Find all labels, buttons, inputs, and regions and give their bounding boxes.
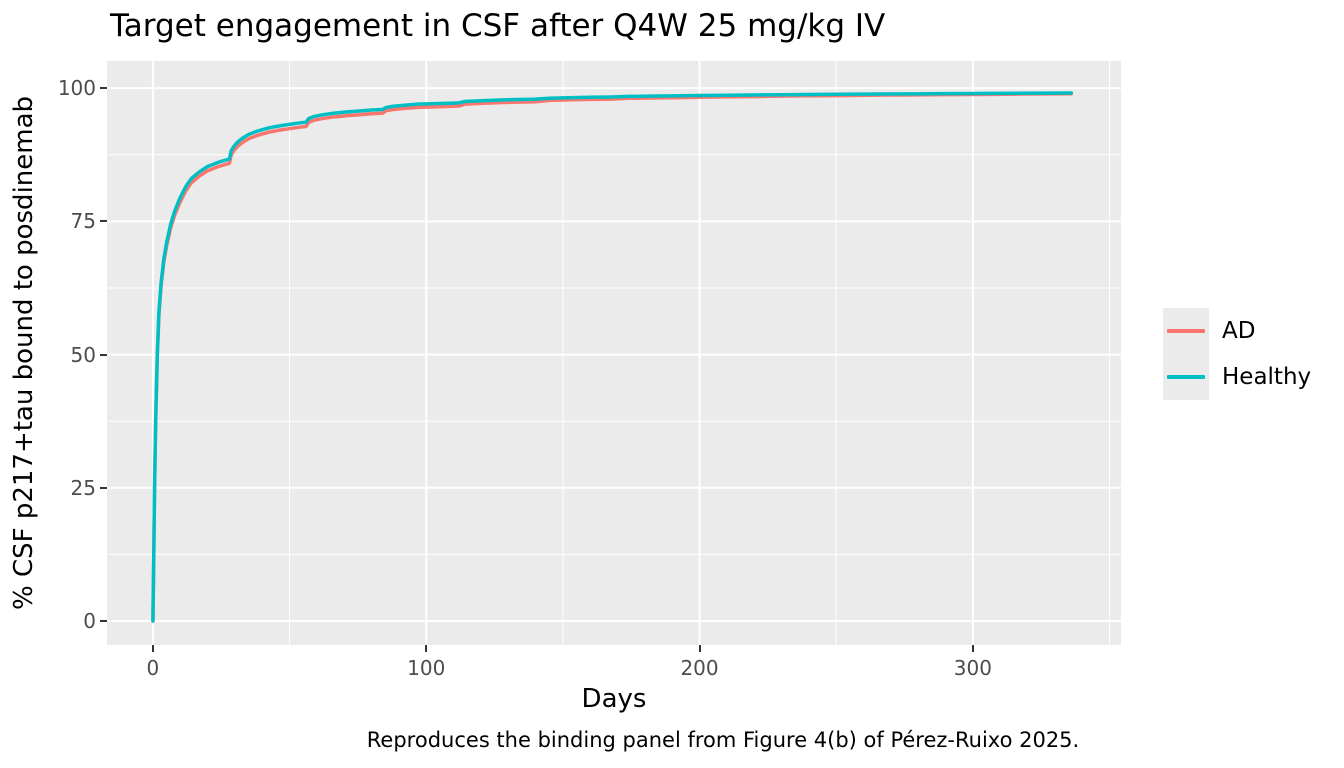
x-tick-label: 0 xyxy=(146,656,160,680)
y-axis-title: % CSF p217+tau bound to posdinemab xyxy=(9,95,39,611)
series-line-healthy xyxy=(151,91,1074,623)
x-tick-label: 300 xyxy=(953,656,992,680)
legend-item-ad: AD xyxy=(1163,308,1311,354)
plot-canvas xyxy=(107,61,1121,645)
y-tick-label: 50 xyxy=(70,342,96,367)
y-tick-label: 100 xyxy=(57,76,96,101)
x-tick-mark xyxy=(151,645,154,652)
y-tick-mark xyxy=(100,87,107,90)
x-tick-label: 100 xyxy=(407,656,446,680)
legend-key-healthy xyxy=(1163,354,1209,400)
series-line-ad xyxy=(151,92,1074,623)
figure-caption: Reproduces the binding panel from Figure… xyxy=(366,728,1080,752)
y-tick-label: 25 xyxy=(70,475,96,500)
legend-label-healthy: Healthy xyxy=(1222,364,1312,390)
x-tick-mark xyxy=(425,645,428,652)
legend: AD Healthy xyxy=(1163,308,1311,400)
healthy-line-swatch xyxy=(1167,375,1205,379)
y-tick-label: 75 xyxy=(70,209,96,234)
legend-item-healthy: Healthy xyxy=(1163,354,1311,400)
x-tick-mark xyxy=(698,645,701,652)
y-tick-mark xyxy=(100,486,107,489)
plot-panel xyxy=(107,61,1121,645)
y-tick-mark xyxy=(100,353,107,356)
y-tick-label: 0 xyxy=(83,609,96,634)
x-tick-mark xyxy=(971,645,974,652)
ad-line-swatch xyxy=(1167,329,1205,333)
plot-title: Target engagement in CSF after Q4W 25 mg… xyxy=(110,8,886,44)
legend-key-ad xyxy=(1163,308,1209,354)
x-tick-label: 200 xyxy=(680,656,719,680)
legend-label-ad: AD xyxy=(1222,318,1256,344)
x-axis-title: Days xyxy=(581,684,647,714)
y-tick-mark xyxy=(100,620,107,623)
y-tick-mark xyxy=(100,220,107,223)
